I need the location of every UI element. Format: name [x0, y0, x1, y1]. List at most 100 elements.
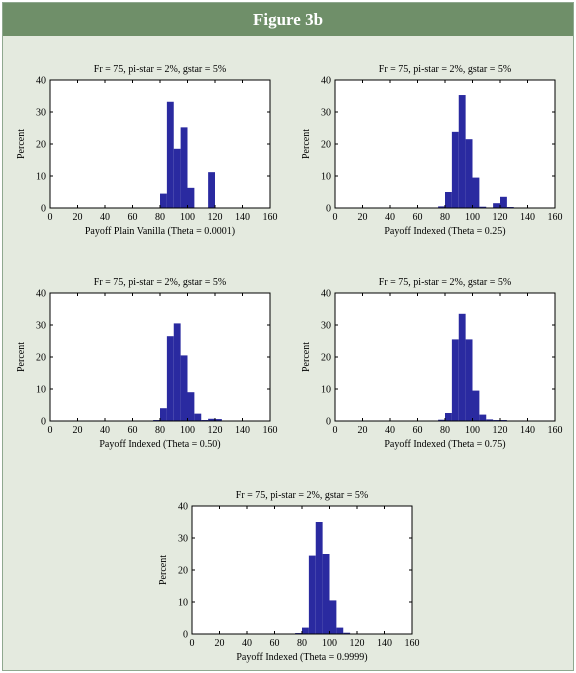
plot-area: [50, 80, 270, 208]
x-tick-label: 100: [322, 638, 337, 649]
x-tick-label: 120: [493, 425, 508, 436]
histogram-bar: [451, 339, 459, 421]
x-tick-label: 40: [385, 425, 395, 436]
y-axis-label: Percent: [301, 129, 312, 159]
y-tick-label: 20: [321, 353, 331, 364]
plot-area: [335, 80, 555, 208]
x-tick-label: 120: [493, 212, 508, 223]
x-tick-label: 120: [350, 638, 365, 649]
x-tick-label: 60: [413, 425, 423, 436]
x-tick-label: 40: [242, 638, 252, 649]
y-axis-label: Percent: [301, 342, 312, 372]
x-tick-label: 60: [413, 212, 423, 223]
chart-title: Fr = 75, pi-star = 2%, gstar = 5%: [379, 64, 511, 75]
y-tick-label: 10: [36, 172, 46, 183]
histogram-bar: [180, 355, 188, 421]
x-tick-label: 0: [333, 425, 338, 436]
y-tick-label: 10: [178, 598, 188, 609]
x-tick-label: 80: [155, 425, 165, 436]
y-tick-label: 0: [41, 417, 46, 428]
histogram-bar: [445, 413, 452, 421]
histogram-bar: [160, 408, 167, 421]
y-tick-label: 20: [36, 140, 46, 151]
histogram-bar: [486, 419, 494, 421]
histogram-bar: [160, 193, 167, 208]
histogram-bar: [458, 95, 466, 208]
histogram-bar: [500, 196, 507, 208]
y-tick-label: 40: [178, 502, 188, 513]
histogram-bar: [445, 192, 452, 208]
x-axis-label: Payoff Indexed (Theta = 0.25): [384, 226, 505, 237]
x-tick-label: 20: [73, 212, 83, 223]
chart-title: Fr = 75, pi-star = 2%, gstar = 5%: [94, 277, 226, 288]
x-tick-label: 0: [48, 212, 53, 223]
y-tick-label: 40: [321, 76, 331, 87]
histogram-bar: [315, 522, 323, 634]
figure-header: Figure 3b: [3, 3, 573, 36]
x-tick-label: 20: [358, 425, 368, 436]
y-tick-label: 0: [326, 204, 331, 215]
y-tick-label: 20: [321, 140, 331, 151]
histogram-bar: [458, 313, 466, 421]
x-tick-label: 60: [128, 212, 138, 223]
x-tick-label: 60: [128, 425, 138, 436]
x-tick-label: 80: [440, 425, 450, 436]
x-axis-label: Payoff Indexed (Theta = 0.9999): [236, 652, 367, 663]
y-axis-label: Percent: [158, 555, 169, 585]
histogram-bar: [479, 414, 487, 421]
histogram-bar: [215, 419, 222, 421]
histogram-theta-0.0001: 0 20 40 60 80 100 120 140 160 0 10 20 30 40 Fr = 75, p…: [16, 64, 278, 237]
histogram-bar: [166, 101, 174, 208]
histogram-bar: [329, 600, 337, 634]
histogram-bar: [187, 187, 195, 208]
chart-title: Fr = 75, pi-star = 2%, gstar = 5%: [379, 277, 511, 288]
histogram-bar: [438, 206, 445, 208]
x-tick-label: 100: [465, 212, 480, 223]
histogram-bar: [479, 206, 487, 208]
y-tick-label: 40: [36, 76, 46, 87]
x-tick-label: 100: [465, 425, 480, 436]
histogram-bar: [308, 555, 316, 634]
y-tick-label: 30: [36, 108, 46, 119]
y-tick-label: 30: [321, 108, 331, 119]
histogram-bar: [336, 627, 344, 634]
histogram-bar: [493, 203, 500, 208]
y-axis-label: Percent: [16, 342, 27, 372]
x-tick-label: 140: [235, 425, 250, 436]
chart-title: Fr = 75, pi-star = 2%, gstar = 5%: [94, 64, 226, 75]
x-tick-label: 80: [440, 212, 450, 223]
x-tick-label: 120: [208, 212, 223, 223]
histogram-theta-0.9999: 0 20 40 60 80 100 120 140 160 0 10 20 30 40 Fr = 75, p…: [158, 490, 420, 663]
histogram-bar: [180, 127, 188, 208]
y-tick-label: 30: [178, 534, 188, 545]
y-tick-label: 20: [36, 353, 46, 364]
x-tick-label: 140: [520, 425, 535, 436]
histogram-bar: [343, 632, 351, 634]
histogram-theta-0.25: 0 20 40 60 80 100 120 140 160 0 10 20 30 40 Fr = 75, p…: [301, 64, 563, 237]
x-tick-label: 60: [270, 638, 280, 649]
histogram-bar: [173, 323, 181, 421]
x-axis-label: Payoff Indexed (Theta = 0.50): [99, 439, 220, 450]
x-tick-label: 140: [377, 638, 392, 649]
x-tick-label: 40: [100, 425, 110, 436]
x-tick-label: 0: [333, 212, 338, 223]
histogram-bar: [465, 339, 473, 421]
histogram-bar: [208, 418, 215, 421]
x-tick-label: 160: [548, 425, 563, 436]
histogram-theta-0.75: 0 20 40 60 80 100 120 140 160 0 10 20 30 40 Fr = 75, p…: [301, 277, 563, 450]
histogram-bar: [322, 554, 330, 634]
x-tick-label: 160: [548, 212, 563, 223]
histogram-bar: [472, 177, 480, 208]
histogram-bar: [166, 336, 174, 421]
plot-area: [192, 506, 412, 634]
y-tick-label: 10: [321, 385, 331, 396]
plot-area: [335, 293, 555, 421]
x-tick-label: 160: [263, 425, 278, 436]
y-tick-label: 10: [36, 385, 46, 396]
y-tick-label: 30: [321, 321, 331, 332]
x-tick-label: 140: [235, 212, 250, 223]
x-tick-label: 0: [190, 638, 195, 649]
x-tick-label: 100: [180, 425, 195, 436]
x-tick-label: 80: [155, 212, 165, 223]
